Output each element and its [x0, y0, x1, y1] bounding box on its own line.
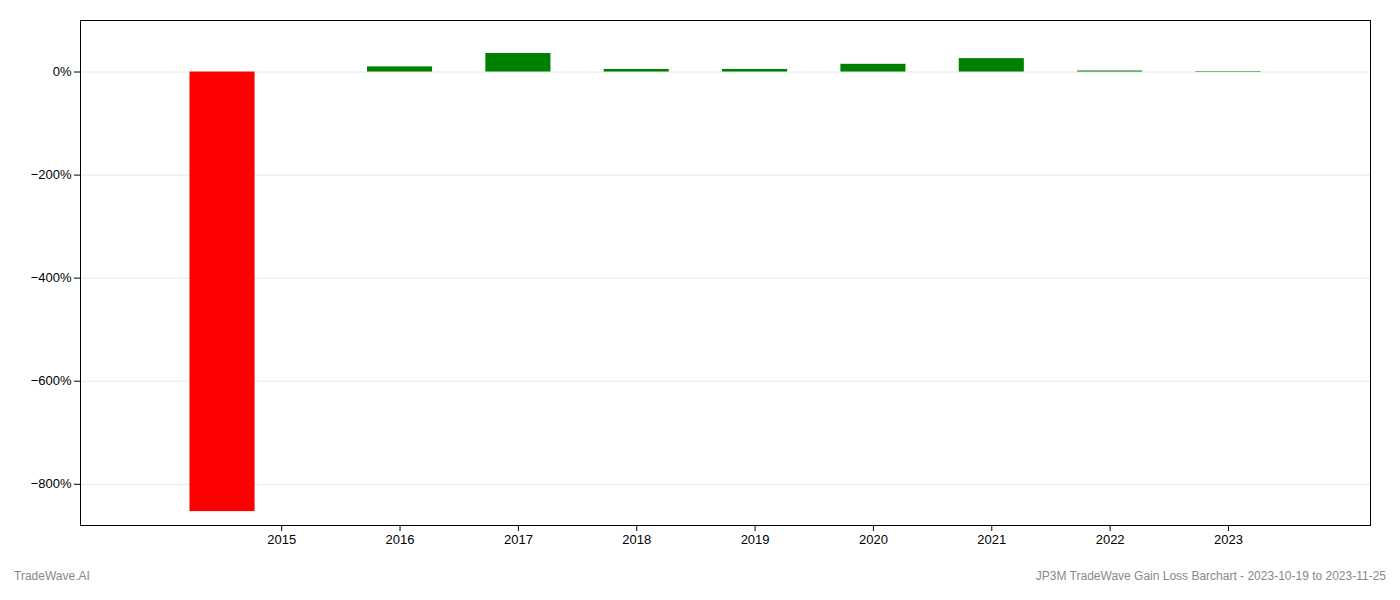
html-text:JP3M TradeWave Gain Loss Barch: JP3M TradeWave Gain Loss Barchart - 2023… [1035, 569, 1386, 583]
svg-text:−600%: −600% [31, 373, 72, 388]
html-text:TradeWave.AI: TradeWave.AI [14, 569, 90, 583]
svg-text:0%: 0% [53, 64, 72, 79]
svg-text:2022: 2022 [1096, 532, 1125, 547]
svg-text:−800%: −800% [31, 476, 72, 491]
svg-text:2015: 2015 [267, 532, 296, 547]
svg-text:−200%: −200% [31, 167, 72, 182]
svg-text:2021: 2021 [977, 532, 1006, 547]
svg-text:2023: 2023 [1214, 532, 1243, 547]
svg-text:2019: 2019 [741, 532, 770, 547]
svg-text:2017: 2017 [504, 532, 533, 547]
svg-text:2016: 2016 [386, 532, 415, 547]
svg-text:2018: 2018 [622, 532, 651, 547]
svg-text:−400%: −400% [31, 270, 72, 285]
svg-text:2020: 2020 [859, 532, 888, 547]
